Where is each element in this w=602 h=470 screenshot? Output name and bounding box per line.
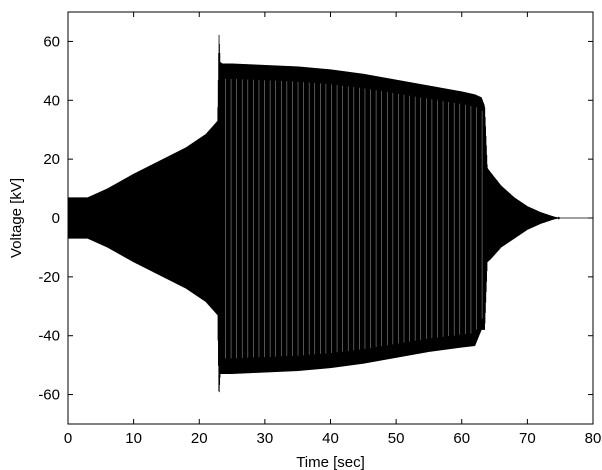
x-axis-ticks: 0 10 20 30 40 50 60 70 80 [64,12,602,447]
y-tick-label: 60 [43,33,60,50]
y-axis-label: Voltage [kV] [8,178,25,258]
x-tick-label: 10 [125,430,142,447]
x-tick-label: 70 [519,430,536,447]
x-tick-label: 40 [322,430,339,447]
x-axis-label: Time [sec] [296,454,365,470]
waveform [68,34,593,393]
x-tick-label: 0 [64,430,72,447]
x-tick-label: 50 [388,430,405,447]
plot-area [68,34,593,393]
y-tick-label: -40 [38,328,60,345]
y-tick-label: -20 [38,269,60,286]
y-tick-label: 20 [43,151,60,168]
y-tick-label: 40 [43,92,60,109]
x-tick-label: 30 [257,430,274,447]
y-axis-ticks: -60 -40 -20 0 20 40 60 [38,33,593,404]
x-tick-label: 80 [585,430,602,447]
waveform-gaps [225,78,483,359]
y-tick-label: 0 [52,210,60,227]
voltage-series-line [68,34,593,393]
x-tick-label: 20 [191,430,208,447]
x-tick-label: 60 [453,430,470,447]
y-tick-label: -60 [38,387,60,404]
